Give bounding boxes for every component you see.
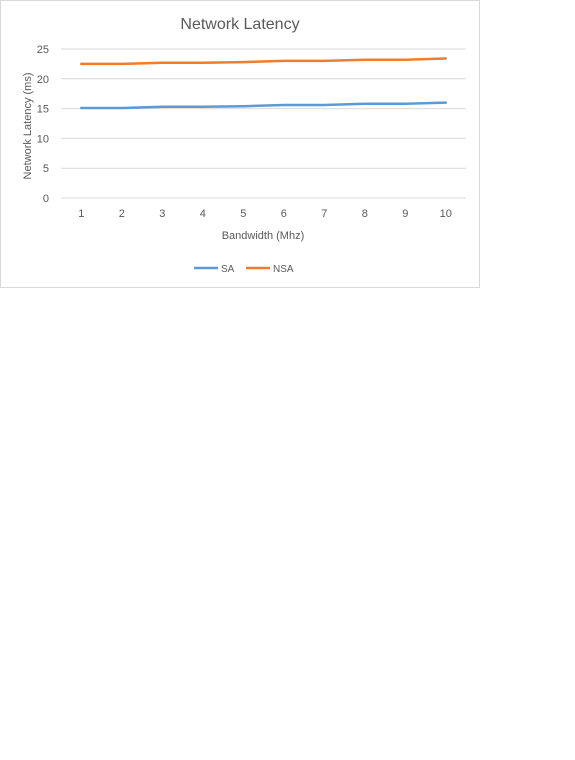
x-tick-label: 10 [440, 208, 452, 220]
y-axis-label: Network Latency (ms) [22, 73, 34, 180]
x-tick-label: 8 [362, 208, 368, 220]
y-tick-label: 20 [37, 74, 49, 86]
x-axis-tick-labels: 1 2 3 4 5 6 7 8 9 10 [78, 208, 452, 220]
series-line-nsa [80, 57, 448, 66]
x-tick-label: 1 [78, 208, 84, 220]
gridlines [61, 48, 466, 199]
x-tick-label: 6 [281, 208, 287, 220]
legend-label-nsa: NSA [273, 264, 294, 275]
y-tick-label: 0 [43, 193, 49, 205]
x-axis-label: Bandwidth (Mhz) [222, 230, 305, 242]
legend: SA NSA [194, 264, 294, 275]
x-tick-label: 3 [159, 208, 165, 220]
y-axis-tick-labels: 0 5 10 15 20 25 [37, 44, 49, 205]
y-tick-label: 10 [37, 133, 49, 145]
y-tick-label: 25 [37, 44, 49, 56]
y-tick-label: 5 [43, 163, 49, 175]
x-tick-label: 5 [240, 208, 246, 220]
x-tick-label: 4 [200, 208, 206, 220]
chart-container: Network Latency 0 5 10 15 20 25 1 2 3 4 5 6 7 8 9 10 N… [0, 0, 480, 288]
y-tick-label: 15 [37, 104, 49, 116]
legend-label-sa: SA [221, 264, 235, 275]
line-chart: Network Latency 0 5 10 15 20 25 1 2 3 4 5 6 7 8 9 10 N… [22, 16, 466, 275]
series-lines [80, 57, 448, 110]
x-tick-label: 2 [119, 208, 125, 220]
x-tick-label: 7 [321, 208, 327, 220]
chart-title: Network Latency [180, 16, 299, 33]
x-tick-label: 9 [402, 208, 408, 220]
series-line-sa [80, 101, 448, 110]
